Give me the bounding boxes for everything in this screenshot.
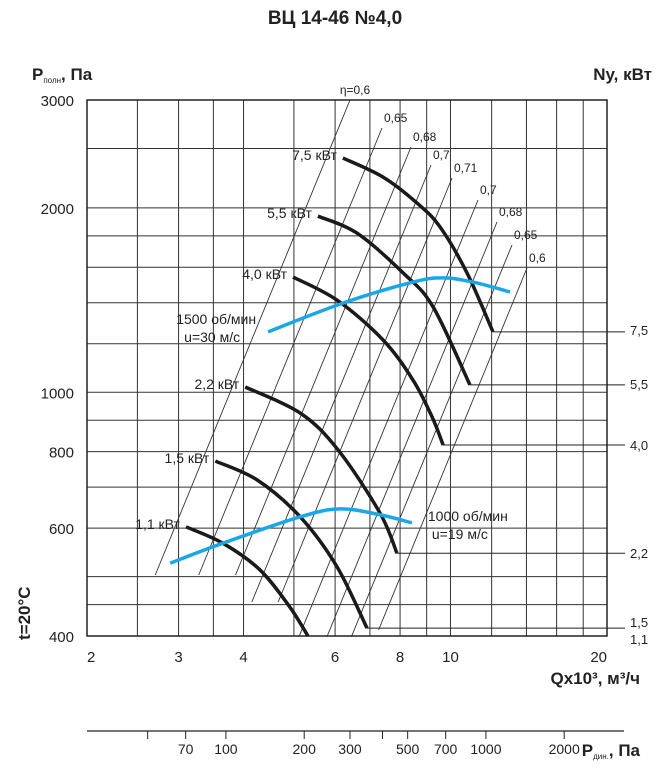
speed-curves: 1500 об/мин u=30 м/с 1000 об/мин u=19 м/с — [169, 276, 511, 565]
y-tick-label: 2000 — [41, 201, 74, 218]
efficiency-line — [326, 221, 498, 638]
right-axis-label: 4,0 — [630, 438, 648, 453]
x-tick-label: 4 — [239, 649, 247, 666]
pd-axis-title-main: P — [582, 741, 593, 760]
pd-tick-label: 300 — [338, 741, 362, 757]
power-curve-label: 7,5 кВт — [292, 147, 337, 163]
x-tick-label: 8 — [396, 649, 404, 666]
power-curve — [292, 275, 445, 446]
pd-tick-label: 200 — [293, 741, 317, 757]
efficiency-label: 0,68 — [413, 130, 437, 144]
efficiency-label: 0,65 — [384, 111, 408, 125]
power-curve-label: 1,1 кВт — [135, 516, 180, 532]
speed-curve — [267, 276, 511, 334]
speed-label: 1500 об/мин — [176, 311, 256, 327]
x-tick-label: 3 — [174, 649, 182, 666]
pd-tick-label: 70 — [178, 741, 194, 757]
y-axis-title-unit: , Па — [61, 65, 93, 84]
x-axis-title: Qx10³, м³/ч — [550, 669, 640, 688]
efficiency-line — [298, 199, 479, 638]
temperature-label: t=20°C — [15, 586, 34, 640]
power-curve — [185, 525, 310, 637]
pd-tick-label: 1000 — [470, 741, 501, 757]
pd-tick-label: 100 — [214, 741, 238, 757]
y-tick-label: 800 — [49, 445, 74, 462]
power-curve-label: 5,5 кВт — [267, 205, 312, 221]
plot-frame — [86, 99, 608, 637]
efficiency-label: 0,6 — [529, 251, 546, 265]
grid — [86, 99, 608, 637]
pd-axis-title-unit: , Па — [609, 741, 641, 760]
efficiency-line — [378, 267, 528, 631]
y-tick-label: 600 — [49, 521, 74, 538]
right-axis-label: 2,2 — [630, 546, 648, 561]
right-axis-label: 5,5 — [630, 377, 648, 392]
right-axis-label: 1,1 — [630, 632, 648, 647]
efficiency-label: η=0,6 — [340, 83, 371, 97]
pd-axis-title-sub: дин. — [593, 752, 609, 761]
efficiency-label: 0,7 — [480, 183, 497, 197]
power-curve — [342, 156, 495, 333]
power-curve — [317, 214, 472, 386]
power-curve-label: 2,2 кВт — [194, 376, 239, 392]
power-curve-label: 1,5 кВт — [165, 450, 210, 466]
efficiency-lines: η=0,60,650,680,70,710,70,680,650,6 — [154, 83, 546, 638]
x-tick-label: 10 — [442, 649, 459, 666]
efficiency-label: 0,65 — [514, 228, 538, 242]
efficiency-line — [277, 177, 453, 603]
efficiency-label: 0,71 — [454, 161, 478, 175]
y-tick-label: 400 — [49, 629, 74, 646]
power-curves: 7,5 кВт 7,5 5,5 кВт 5,5 4,0 кВт 4,0 2,2 кВт 2,2… — [135, 147, 648, 647]
pd-tick-label: 2000 — [549, 741, 580, 757]
speed-label: 1000 об/мин — [428, 508, 508, 524]
x-tick-label: 2 — [87, 649, 95, 666]
x-tick-label: 6 — [331, 649, 339, 666]
efficiency-line — [198, 127, 383, 576]
axes: 2 3 4 6 8 10 20 400 600 800 1000 2000 3000 70 100 200 30… — [41, 93, 624, 757]
pd-tick-label: 500 — [396, 741, 420, 757]
y-axis-title-sub: полн — [43, 76, 61, 85]
speed-curve — [169, 507, 413, 565]
power-curve-label: 4,0 кВт — [242, 266, 287, 282]
efficiency-line — [251, 164, 432, 603]
right-axis-label: 7,5 — [630, 323, 648, 338]
right-axis-label: 1,5 — [630, 615, 648, 630]
y-axis-title: Pполн, Па — [32, 65, 93, 85]
y-tick-label: 3000 — [41, 93, 74, 110]
y-tick-label: 1000 — [41, 385, 74, 402]
speed-sublabel: u=30 м/с — [184, 329, 240, 345]
y-axis-title-main: P — [32, 65, 43, 84]
speed-sublabel: u=19 м/с — [432, 526, 488, 542]
chart-title: ВЦ 14-46 №4,0 — [268, 8, 402, 29]
pd-axis-title: Pдин., Па — [582, 741, 641, 761]
pd-tick-label: 700 — [434, 741, 458, 757]
right-axis-title: Ny, кВт — [593, 65, 652, 84]
efficiency-label: 0,68 — [499, 205, 523, 219]
power-curve — [244, 385, 399, 554]
efficiency-line — [154, 99, 351, 576]
efficiency-label: 0,7 — [433, 148, 450, 162]
power-curve — [214, 459, 369, 629]
efficiency-line — [235, 146, 412, 576]
x-tick-label: 20 — [590, 649, 607, 666]
